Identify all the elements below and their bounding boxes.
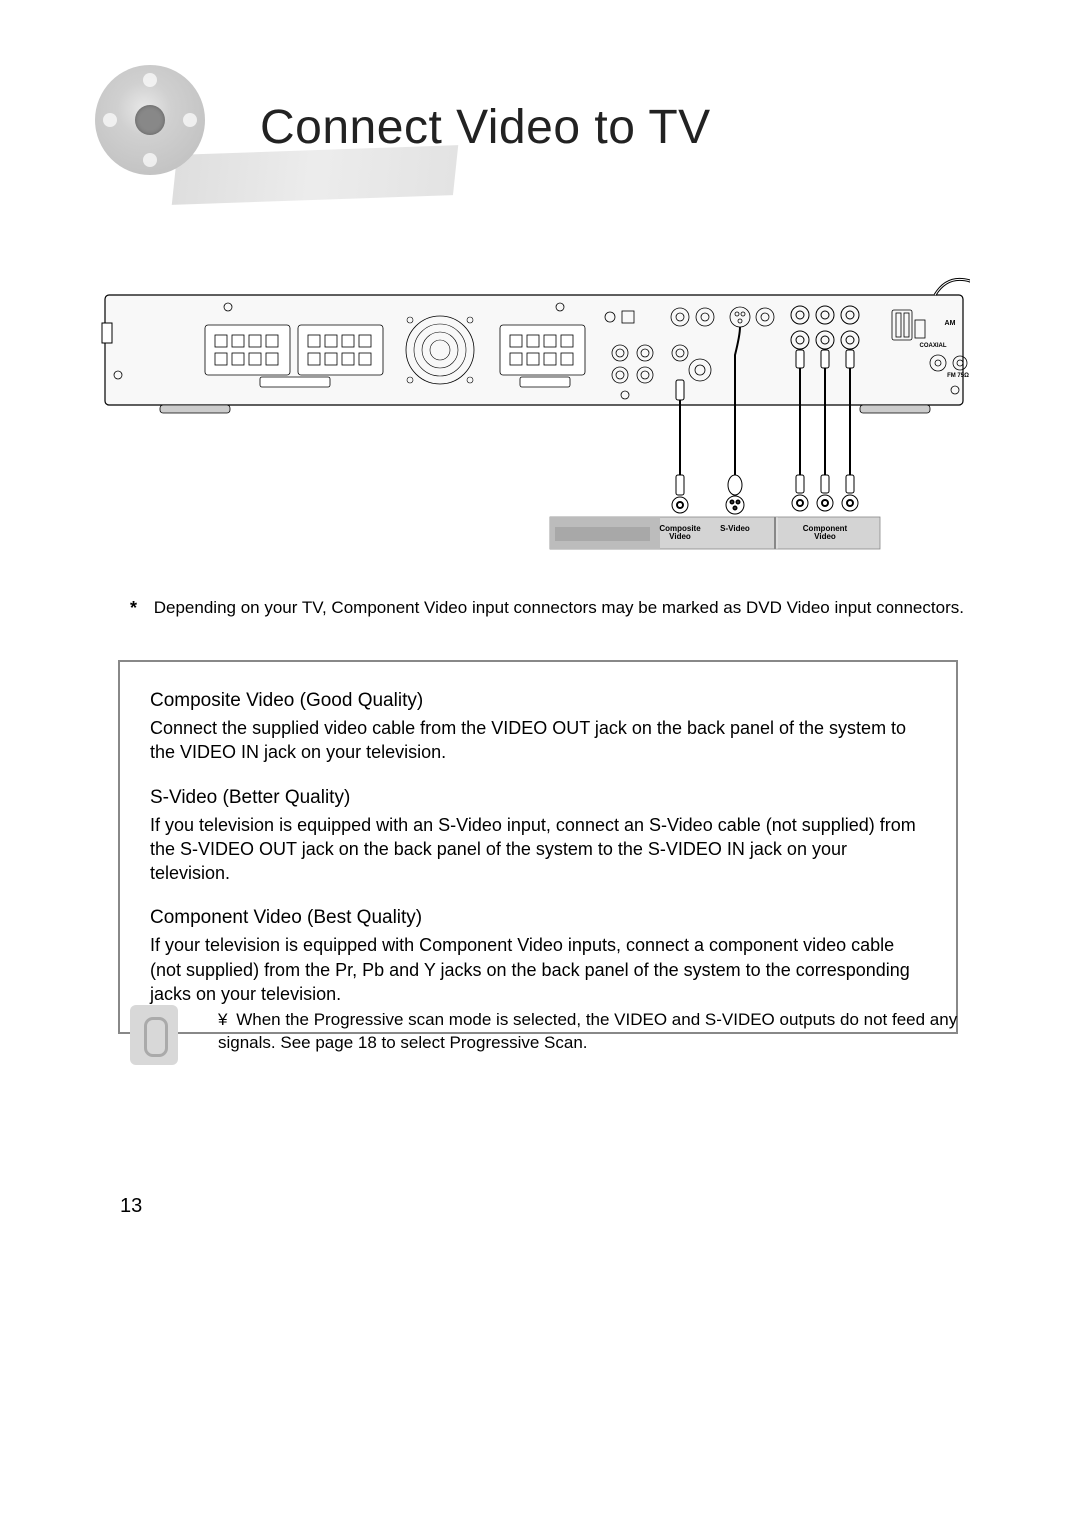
reel-hole bbox=[143, 153, 157, 167]
reel-hole bbox=[103, 113, 117, 127]
reel-hole bbox=[183, 113, 197, 127]
tip-bullet: ¥ bbox=[218, 1010, 227, 1029]
page-number: 13 bbox=[120, 1195, 142, 1218]
svideo-body: If you television is equipped with an S-… bbox=[150, 813, 926, 886]
composite-label-2: Video bbox=[669, 532, 691, 541]
tip-text-wrap: ¥ When the Progressive scan mode is sele… bbox=[218, 1005, 960, 1055]
note-text: Depending on your TV, Component Video in… bbox=[154, 598, 964, 617]
asterisk-marker: * bbox=[130, 596, 137, 621]
component-label-2: Video bbox=[814, 532, 836, 541]
connection-diagram: AM COAXIAL FM 75Ω bbox=[100, 275, 970, 575]
component-heading: Component Video (Best Quality) bbox=[150, 907, 926, 929]
film-reel bbox=[95, 65, 205, 175]
component-section: Component Video (Best Quality) If your t… bbox=[150, 907, 926, 1006]
coax-label: COAXIAL bbox=[920, 343, 947, 349]
tip-text: When the Progressive scan mode is select… bbox=[218, 1010, 957, 1052]
am-label: AM bbox=[945, 320, 956, 327]
reel-hub bbox=[135, 105, 165, 135]
composite-body: Connect the supplied video cable from th… bbox=[150, 716, 926, 765]
fm-label: FM 75Ω bbox=[947, 373, 969, 379]
svideo-heading: S-Video (Better Quality) bbox=[150, 787, 926, 809]
component-body: If your television is equipped with Comp… bbox=[150, 933, 926, 1006]
composite-heading: Composite Video (Good Quality) bbox=[150, 690, 926, 712]
svideo-section: S-Video (Better Quality) If you televisi… bbox=[150, 787, 926, 886]
composite-section: Composite Video (Good Quality) Connect t… bbox=[150, 690, 926, 765]
progressive-scan-tip: ¥ When the Progressive scan mode is sele… bbox=[130, 1005, 960, 1065]
svideo-label: S-Video bbox=[720, 524, 750, 533]
component-note: * Depending on your TV, Component Video … bbox=[130, 596, 970, 621]
note-icon bbox=[130, 1005, 178, 1065]
page-title: Connect Video to TV bbox=[260, 100, 711, 155]
reel-hole bbox=[143, 73, 157, 87]
quality-options-box: Composite Video (Good Quality) Connect t… bbox=[118, 660, 958, 1034]
